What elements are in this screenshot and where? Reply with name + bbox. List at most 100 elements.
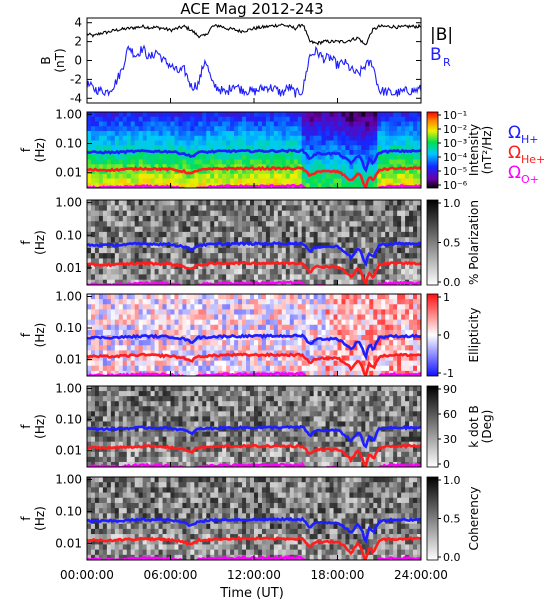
intensity-cell	[139, 131, 144, 136]
ellipticity-cell	[357, 330, 362, 336]
intensity-cell	[338, 112, 343, 117]
kdotb-cell	[298, 391, 303, 397]
ellipticity-cell	[310, 299, 315, 305]
ellipticity-cell	[230, 340, 235, 346]
polarization-cell	[155, 205, 160, 211]
polarization-cell	[286, 232, 291, 238]
kdotb-cell	[147, 452, 152, 458]
polarization-cell	[266, 248, 271, 254]
kdotb-cell	[143, 391, 148, 397]
ellipticity-cell	[99, 309, 104, 315]
polarization-cell	[198, 200, 203, 206]
intensity-cell	[405, 155, 410, 160]
polarization-cell	[147, 274, 152, 280]
intensity-colorbar-label: 10⁻⁴	[443, 151, 468, 164]
ellipticity-cell	[155, 309, 160, 315]
ellipticity-cell	[107, 309, 112, 315]
polarization-cell	[298, 216, 303, 222]
polarization-cell	[103, 253, 108, 259]
ellipticity-cell	[314, 299, 319, 305]
ellipticity-cell	[397, 309, 402, 315]
polarization-cell	[262, 216, 267, 222]
polarization-cell	[210, 211, 215, 217]
kdotb-cell	[119, 452, 124, 458]
polarization-cell	[186, 274, 191, 280]
intensity-cell	[246, 126, 251, 131]
intensity-cell	[270, 174, 275, 179]
ellipticity-cell	[361, 299, 366, 305]
polarization-cell	[135, 232, 140, 238]
ellipticity-cell	[270, 309, 275, 315]
ellipticity-cell	[206, 320, 211, 326]
kdotb-cell	[186, 391, 191, 397]
intensity-cell	[353, 150, 358, 155]
polarization-cell	[318, 253, 323, 259]
polarization-cell	[361, 216, 366, 222]
polarization-cell	[270, 274, 275, 280]
polarization-cell	[151, 253, 156, 259]
kdotb-cell	[143, 396, 148, 402]
polarization-cell	[159, 269, 164, 275]
kdotb-cell	[167, 457, 172, 463]
polarization-cell	[190, 258, 195, 264]
polarization-cell	[131, 253, 136, 259]
polarization-cell	[385, 205, 390, 211]
polarization-cell	[178, 227, 183, 233]
intensity-cell	[115, 179, 120, 184]
kdotb-cell	[159, 406, 164, 412]
ellipticity-cell	[214, 366, 219, 372]
intensity-cell	[111, 174, 116, 179]
kdotb-cell	[155, 396, 160, 402]
kdotb-cell	[99, 416, 104, 422]
ellipticity-cell	[270, 299, 275, 305]
kdotb-cell	[286, 391, 291, 397]
intensity-cell	[377, 131, 382, 136]
intensity-cell	[326, 179, 331, 184]
intensity-cell	[278, 122, 283, 127]
ellipticity-cell	[206, 299, 211, 305]
ellipticity-cell	[369, 320, 374, 326]
intensity-cell	[326, 122, 331, 127]
intensity-cell	[135, 141, 140, 146]
kdotb-cell	[135, 457, 140, 463]
ellipticity-cell	[294, 304, 299, 310]
kdotb-cell	[258, 452, 263, 458]
polarization-cell	[330, 211, 335, 217]
kdotb-cell	[135, 437, 140, 443]
b-ylabel: B	[39, 56, 53, 64]
polarization-cell	[286, 274, 291, 280]
polarization-cell	[186, 221, 191, 227]
kdotb-cell	[107, 416, 112, 422]
intensity-cell	[91, 160, 96, 165]
ellipticity-cell	[393, 340, 398, 346]
polarization-cell	[115, 232, 120, 238]
ellipticity-cell	[131, 345, 136, 351]
intensity-cell	[123, 112, 128, 117]
polarization-cell	[123, 253, 128, 259]
intensity-cell	[369, 126, 374, 131]
ellipticity-cell	[397, 315, 402, 321]
polarization-cell	[302, 205, 307, 211]
ellipticity-cell	[341, 366, 346, 372]
ellipticity-cell	[322, 294, 327, 300]
intensity-cell	[282, 155, 287, 160]
intensity-cell	[270, 131, 275, 136]
intensity-cell	[178, 174, 183, 179]
kdotb-cell	[171, 401, 176, 407]
intensity-cell	[282, 174, 287, 179]
kdotb-cell	[147, 396, 152, 402]
polarization-cell	[282, 227, 287, 233]
polarization-cell	[353, 258, 358, 264]
kdotb-cell	[222, 401, 227, 407]
ellipticity-cell	[373, 350, 378, 356]
ellipticity-cell	[353, 309, 358, 315]
intensity-cell	[361, 122, 366, 127]
polarization-cell	[107, 237, 112, 243]
polarization-cell	[214, 200, 219, 206]
intensity-cell	[167, 174, 172, 179]
intensity-cell	[298, 141, 303, 146]
polarization-cell	[103, 237, 108, 243]
ellipticity-cell	[119, 366, 124, 372]
kdotb-cell	[151, 386, 156, 392]
polarization-cell	[405, 200, 410, 206]
